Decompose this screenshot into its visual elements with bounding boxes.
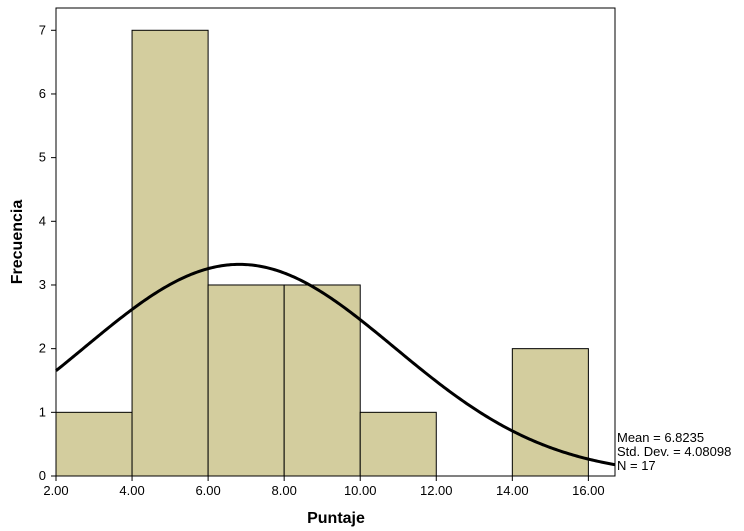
x-tick-label-7: 16.00	[572, 483, 605, 498]
histogram-bar-2	[207, 284, 285, 477]
y-tick-label-1: 1	[39, 404, 46, 419]
x-tick-label-1: 4.00	[119, 483, 144, 498]
y-tick-label-7: 7	[39, 22, 46, 37]
x-tick-label-0: 2.00	[43, 483, 68, 498]
y-tick-label-5: 5	[39, 150, 46, 165]
histogram-bar-0	[55, 411, 133, 477]
x-axis-title: Puntaje	[307, 510, 365, 527]
stat-line-1: Std. Dev. = 4.08098	[617, 444, 731, 459]
x-tick-label-3: 8.00	[272, 483, 297, 498]
y-tick-label-4: 4	[39, 213, 46, 228]
y-tick-label-2: 2	[39, 341, 46, 356]
y-tick-label-3: 3	[39, 277, 46, 292]
histogram-bar-3	[283, 284, 361, 477]
x-axis: 2.00 4.00 6.00 8.00 10.00 12.00 14.00 16.00	[43, 476, 605, 498]
y-tick-label-0: 0	[39, 468, 46, 483]
y-tick-label-6: 6	[39, 86, 46, 101]
x-tick-label-4: 10.00	[344, 483, 377, 498]
stat-line-2: N = 17	[617, 458, 656, 473]
y-axis: 0 1 2 3 4 5 6 7	[39, 22, 56, 483]
stat-line-0: Mean = 6.8235	[617, 430, 704, 445]
histogram-bar-4	[359, 411, 437, 477]
x-tick-label-5: 12.00	[420, 483, 453, 498]
x-tick-label-6: 14.00	[496, 483, 529, 498]
histogram-bar-1	[131, 29, 209, 477]
x-tick-label-2: 6.00	[195, 483, 220, 498]
y-axis-title: Frecuencia	[9, 200, 26, 285]
normal-curve-group	[55, 262, 616, 467]
normal-curve	[55, 262, 616, 467]
